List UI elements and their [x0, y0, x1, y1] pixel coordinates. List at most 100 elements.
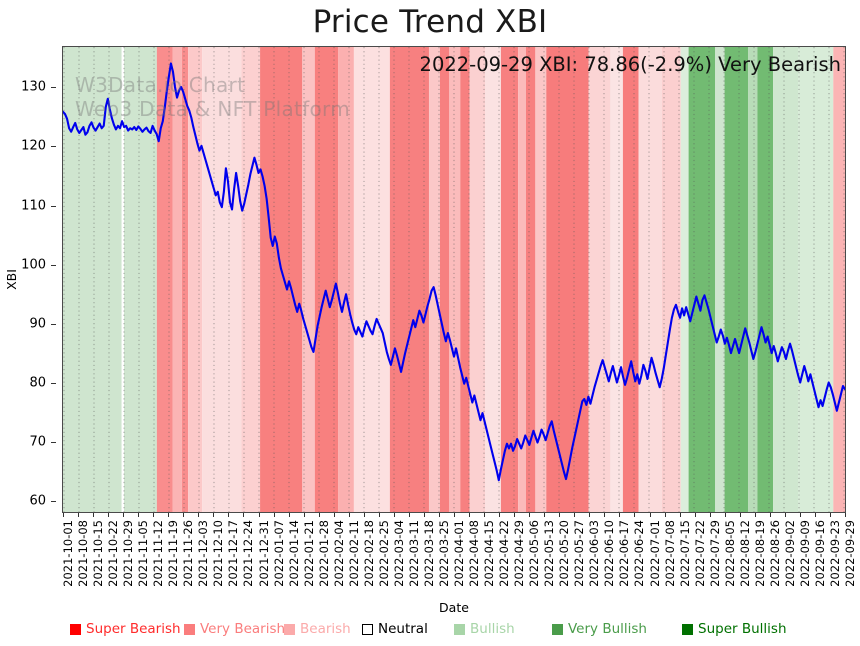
x-axis-tick-mark — [559, 513, 561, 517]
x-axis-tick-label: 2021-10-08 — [76, 520, 91, 587]
x-axis-tick-label: 2022-04-15 — [482, 520, 497, 587]
sentiment-band — [715, 47, 725, 512]
sentiment-band — [302, 47, 315, 512]
x-axis-tick-label: 2021-12-31 — [256, 520, 271, 587]
sentiment-band — [123, 47, 157, 512]
x-axis-tick-label: 2022-05-27 — [572, 520, 587, 587]
x-axis-tick-mark — [634, 513, 636, 517]
x-axis-tick-label: 2021-12-24 — [241, 520, 256, 587]
legend-swatch — [454, 623, 465, 635]
sentiment-band — [188, 47, 203, 512]
x-axis-tick-mark — [814, 513, 816, 517]
legend-entry[interactable]: Very Bullish — [552, 618, 647, 640]
x-axis-tick-mark — [228, 513, 230, 517]
x-axis-tick-label: 2022-07-01 — [647, 520, 662, 587]
legend-entry[interactable]: Bearish — [284, 618, 351, 640]
legend: Super Bearish Very Bearish Bearish Neutral B… — [62, 618, 846, 642]
x-axis-tick-mark — [303, 513, 305, 517]
legend-entry[interactable]: Super Bearish — [70, 618, 181, 640]
x-axis-tick-mark — [93, 513, 95, 517]
sentiment-band — [622, 47, 639, 512]
sentiment-band — [546, 47, 589, 512]
x-axis-tick-label: 2022-07-29 — [707, 520, 722, 587]
latest-value-annotation: 2022-09-29 XBI: 78.86(-2.9%) Very Bearis… — [419, 53, 841, 76]
sentiment-band — [389, 47, 429, 512]
x-axis-tick-mark — [724, 513, 726, 517]
sentiment-band — [688, 47, 716, 512]
x-axis-tick-mark — [393, 513, 395, 517]
sentiment-band — [798, 47, 834, 512]
x-axis-tick-mark — [845, 513, 846, 517]
x-axis-tick-mark — [318, 513, 320, 517]
x-axis-tick-label: 2022-04-01 — [452, 520, 466, 587]
x-axis-tick-mark — [423, 513, 425, 517]
legend-entry[interactable]: Super Bullish — [682, 618, 787, 640]
x-axis-tick-mark — [438, 513, 440, 517]
x-axis-tick-label: 2022-06-24 — [632, 520, 647, 587]
x-axis-tick-label: 2022-04-22 — [497, 520, 512, 587]
x-axis-tick-mark — [574, 513, 576, 517]
y-axis-tick-label: 80 — [29, 375, 46, 391]
legend-label: Bearish — [300, 621, 351, 637]
sentiment-band — [525, 47, 536, 512]
sentiment-band — [172, 47, 182, 512]
legend-label: Very Bearish — [200, 621, 286, 637]
sentiment-bands-layer — [63, 47, 845, 512]
y-axis-tick-mark — [51, 264, 56, 266]
x-axis-tick-mark — [529, 513, 531, 517]
x-axis-tick-mark — [108, 513, 110, 517]
y-axis-tick-mark — [51, 382, 56, 384]
x-axis-tick-label: 2022-08-12 — [737, 520, 752, 587]
legend-label: Bullish — [470, 621, 515, 637]
x-axis-tick-label: 2022-05-13 — [542, 520, 557, 587]
sentiment-band — [181, 47, 189, 512]
x-axis-tick-mark — [258, 513, 260, 517]
x-axis-tick-label: 2021-10-01 — [61, 520, 75, 587]
sentiment-band — [460, 47, 470, 512]
x-axis-tick-label: 2022-02-18 — [361, 520, 376, 587]
legend-entry[interactable]: Bullish — [454, 618, 515, 640]
legend-entry[interactable]: Neutral — [362, 618, 428, 640]
sentiment-band — [338, 47, 354, 512]
x-axis-tick-mark — [484, 513, 486, 517]
x-axis-tick-mark — [619, 513, 621, 517]
sentiment-band — [680, 47, 689, 512]
sentiment-band — [202, 47, 242, 512]
x-axis-title: Date — [439, 600, 469, 615]
legend-label: Neutral — [378, 621, 428, 637]
x-axis-tick-label: 2021-10-29 — [121, 520, 136, 587]
x-axis-tick-mark — [679, 513, 681, 517]
x-axis-tick-mark — [333, 513, 335, 517]
sentiment-band — [439, 47, 450, 512]
legend-entry[interactable]: Very Bearish — [184, 618, 285, 640]
y-axis-tick-label: 70 — [29, 434, 46, 450]
x-axis-tick-label: 2021-12-10 — [211, 520, 226, 587]
sentiment-band — [518, 47, 526, 512]
x-axis-tick-label: 2021-11-12 — [151, 520, 166, 587]
x-axis-tick-mark — [123, 513, 125, 517]
x-axis-tick-label: 2022-08-26 — [767, 520, 782, 587]
y-axis-tick-group: 60 70 80 90 100 110 120 130 — [0, 46, 56, 513]
x-axis-tick-mark — [784, 513, 786, 517]
x-axis-tick-mark — [168, 513, 170, 517]
x-axis-tick-label: 2021-11-05 — [136, 520, 151, 587]
x-axis-tick-mark — [348, 513, 350, 517]
x-axis-tick-label: 2022-04-29 — [512, 520, 527, 587]
y-axis-tick-label: 100 — [21, 257, 46, 273]
y-axis-tick-mark — [51, 87, 56, 89]
x-axis-tick-mark — [499, 513, 501, 517]
x-axis-tick-mark — [769, 513, 771, 517]
legend-swatch — [552, 623, 563, 635]
legend-label: Super Bearish — [86, 621, 181, 637]
x-axis-tick-mark — [664, 513, 666, 517]
y-axis-tick-label: 110 — [21, 198, 46, 214]
legend-swatch — [70, 623, 81, 635]
x-axis-tick-mark — [213, 513, 215, 517]
price-line — [63, 63, 845, 480]
legend-swatch — [284, 623, 295, 635]
x-axis-tick-mark — [604, 513, 606, 517]
x-axis-tick-label: 2022-09-29 — [843, 520, 857, 587]
sentiment-band — [535, 47, 547, 512]
sentiment-band — [724, 47, 749, 512]
x-axis-tick-mark — [363, 513, 365, 517]
